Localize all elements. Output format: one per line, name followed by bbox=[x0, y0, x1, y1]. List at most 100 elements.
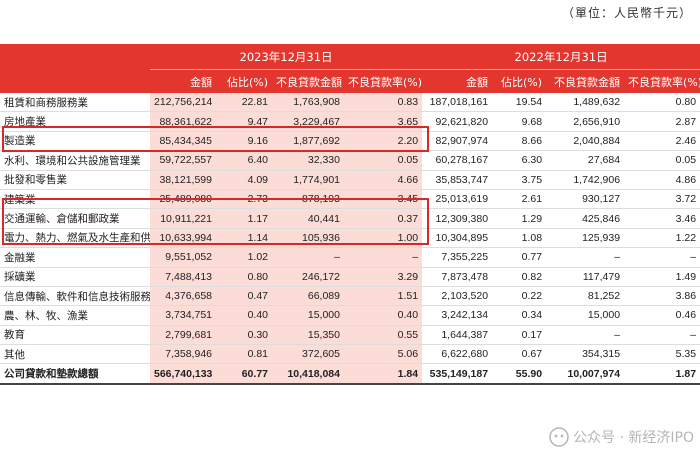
cell-amount-2022: 35,853,747 bbox=[422, 170, 493, 190]
cell-npl-amount-2023: 1,763,908 bbox=[272, 93, 344, 113]
cell-share-2023: 1.17 bbox=[216, 208, 272, 229]
table-row: 農、林、牧、漁業 3,734,751 0.40 15,000 0.40 3,242,134… bbox=[0, 305, 700, 326]
cell-npl-amount-2022: 1,489,632 bbox=[546, 93, 625, 113]
header-blank bbox=[0, 44, 150, 70]
industry-name: 公司貸款和墊款總額 bbox=[0, 363, 150, 385]
cell-share-2022: 55.90 bbox=[492, 363, 547, 385]
cell-npl-ratio-2022: 1.22 bbox=[624, 228, 700, 249]
cell-npl-amount-2023: 246,172 bbox=[272, 267, 344, 287]
wechat-icon bbox=[549, 427, 569, 447]
cell-amount-2023: 10,633,994 bbox=[150, 228, 216, 249]
cell-npl-amount-2023: 15,350 bbox=[272, 325, 344, 346]
loan-industry-table: 2023年12月31日 2022年12月31日 金額 佔比(%) 不良貸款金額 … bbox=[0, 44, 700, 385]
cell-amount-2023: 4,376,658 bbox=[150, 286, 216, 307]
cell-amount-2023: 2,799,681 bbox=[150, 325, 216, 346]
cell-npl-ratio-2023: 1.51 bbox=[344, 286, 423, 307]
cell-npl-ratio-2022: 3.46 bbox=[624, 208, 700, 229]
cell-npl-ratio-2023: 0.37 bbox=[344, 208, 423, 229]
table-row: 電力、熱力、燃氣及水生產和供應業10,633,9941.14105,9361.0… bbox=[0, 228, 700, 249]
table-row: 建築業 25,489,080 2.73 878,193 3.45 25,013,619 2.… bbox=[0, 189, 700, 210]
cell-npl-amount-2022: 125,939 bbox=[546, 228, 625, 249]
cell-npl-amount-2022: 27,684 bbox=[546, 150, 625, 171]
cell-npl-amount-2022: 1,742,906 bbox=[546, 170, 625, 190]
cell-npl-amount-2022: 15,000 bbox=[546, 305, 625, 326]
cell-npl-ratio-2022: 5.35 bbox=[624, 344, 700, 365]
cell-npl-ratio-2022: 0.80 bbox=[624, 93, 700, 113]
table-row: 金融業 9,551,052 1.02– –7,355,225 0.77– – bbox=[0, 247, 700, 268]
cell-npl-ratio-2023: 0.05 bbox=[344, 150, 423, 171]
cell-npl-ratio-2022: 1.49 bbox=[624, 267, 700, 287]
industry-name: 金融業 bbox=[0, 247, 150, 268]
cell-share-2022: 3.75 bbox=[492, 170, 547, 190]
cell-npl-ratio-2022: 3.86 bbox=[624, 286, 700, 307]
cell-npl-ratio-2022: 0.05 bbox=[624, 150, 700, 171]
industry-name: 其他 bbox=[0, 344, 150, 365]
cell-npl-ratio-2023: 2.20 bbox=[344, 131, 423, 152]
cell-npl-amount-2023: 32,330 bbox=[272, 150, 344, 171]
cell-amount-2022: 3,242,134 bbox=[422, 305, 493, 326]
cell-amount-2022: 10,304,895 bbox=[422, 228, 493, 249]
cell-npl-amount-2023: 66,089 bbox=[272, 286, 344, 307]
cell-npl-ratio-2022: 4.86 bbox=[624, 170, 700, 190]
watermark-text: 公众号 · 新经济IPO bbox=[573, 430, 694, 446]
cell-share-2022: 0.34 bbox=[492, 305, 547, 326]
industry-name: 房地產業 bbox=[0, 111, 150, 132]
cell-share-2022: 19.54 bbox=[492, 93, 547, 113]
cell-npl-ratio-2022: 2.46 bbox=[624, 131, 700, 152]
cell-amount-2022: 25,013,619 bbox=[422, 189, 493, 210]
industry-name: 製造業 bbox=[0, 131, 150, 152]
cell-amount-2023: 3,734,751 bbox=[150, 305, 216, 326]
period-2022: 2022年12月31日 bbox=[422, 44, 700, 70]
table-row: 信息傳輸、軟件和信息技術服務業 4,376,658 0.47 66,089 1.51 2,… bbox=[0, 286, 700, 307]
cell-npl-amount-2023: 372,605 bbox=[272, 344, 344, 365]
table-row: 水利、環境和公共設施管理業 59,722,557 6.40 32,330 0.05 60,… bbox=[0, 150, 700, 171]
cell-share-2023: 60.77 bbox=[216, 363, 272, 385]
table-row: 採礦業 7,488,413 0.80 246,172 3.29 7,873,478 0.82… bbox=[0, 267, 700, 287]
table-body: 租賃和商務服務業 212,756,214 22.81 1,763,908 0.83 187… bbox=[0, 93, 700, 385]
table-row: 其他 7,358,946 0.81 372,605 5.06 6,622,680 0.67 3… bbox=[0, 344, 700, 365]
table-row: 交通運輸、倉儲和郵政業 10,911,221 1.17 40,441 0.37 12,30… bbox=[0, 208, 700, 229]
cell-share-2022: 0.82 bbox=[492, 267, 547, 287]
cell-share-2023: 1.14 bbox=[216, 228, 272, 249]
cell-npl-amount-2022: – bbox=[546, 325, 625, 346]
cell-npl-ratio-2023: 4.66 bbox=[344, 170, 423, 190]
cell-share-2022: 0.67 bbox=[492, 344, 547, 365]
cell-amount-2023: 85,434,345 bbox=[150, 131, 216, 152]
cell-npl-amount-2022: – bbox=[546, 247, 625, 268]
cell-amount-2022: 12,309,380 bbox=[422, 208, 493, 229]
cell-share-2023: 9.16 bbox=[216, 131, 272, 152]
cell-share-2023: 0.47 bbox=[216, 286, 272, 307]
industry-name: 交通運輸、倉儲和郵政業 bbox=[0, 208, 150, 229]
cell-amount-2022: 187,018,161 bbox=[422, 93, 493, 113]
cell-npl-ratio-2023: 5.06 bbox=[344, 344, 423, 365]
col-npl-ratio-2023: 不良貸款率(%) bbox=[344, 69, 423, 93]
industry-name: 水利、環境和公共設施管理業 bbox=[0, 150, 150, 171]
cell-share-2023: 22.81 bbox=[216, 93, 272, 113]
cell-amount-2023: 7,488,413 bbox=[150, 267, 216, 287]
cell-npl-amount-2023: 40,441 bbox=[272, 208, 344, 229]
col-amount-2023: 金額 bbox=[150, 69, 216, 93]
cell-amount-2023: 212,756,214 bbox=[150, 93, 216, 113]
cell-npl-amount-2023: – bbox=[272, 247, 344, 268]
cell-npl-amount-2023: 1,774,901 bbox=[272, 170, 344, 190]
cell-amount-2022: 92,621,820 bbox=[422, 111, 493, 132]
cell-npl-ratio-2022: 1.87 bbox=[624, 363, 700, 385]
cell-share-2022: 6.30 bbox=[492, 150, 547, 171]
cell-amount-2022: 535,149,187 bbox=[422, 363, 493, 385]
cell-npl-ratio-2023: 3.65 bbox=[344, 111, 423, 132]
cell-share-2023: 6.40 bbox=[216, 150, 272, 171]
cell-amount-2022: 60,278,167 bbox=[422, 150, 493, 171]
cell-share-2023: 2.73 bbox=[216, 189, 272, 210]
cell-npl-amount-2022: 2,656,910 bbox=[546, 111, 625, 132]
cell-amount-2023: 38,121,599 bbox=[150, 170, 216, 190]
cell-npl-amount-2022: 930,127 bbox=[546, 189, 625, 210]
cell-share-2023: 1.02 bbox=[216, 247, 272, 268]
col-npl-amount-2023: 不良貸款金額 bbox=[272, 69, 344, 93]
col-npl-ratio-2022: 不良貸款率(%) bbox=[624, 69, 700, 93]
table-row: 製造業 85,434,345 9.16 1,877,692 2.20 82,907,974… bbox=[0, 131, 700, 152]
cell-share-2022: 8.66 bbox=[492, 131, 547, 152]
header-blank bbox=[0, 69, 150, 93]
cell-npl-amount-2022: 354,315 bbox=[546, 344, 625, 365]
cell-npl-ratio-2022: – bbox=[624, 325, 700, 346]
table-row: 租賃和商務服務業 212,756,214 22.81 1,763,908 0.83 187… bbox=[0, 93, 700, 113]
